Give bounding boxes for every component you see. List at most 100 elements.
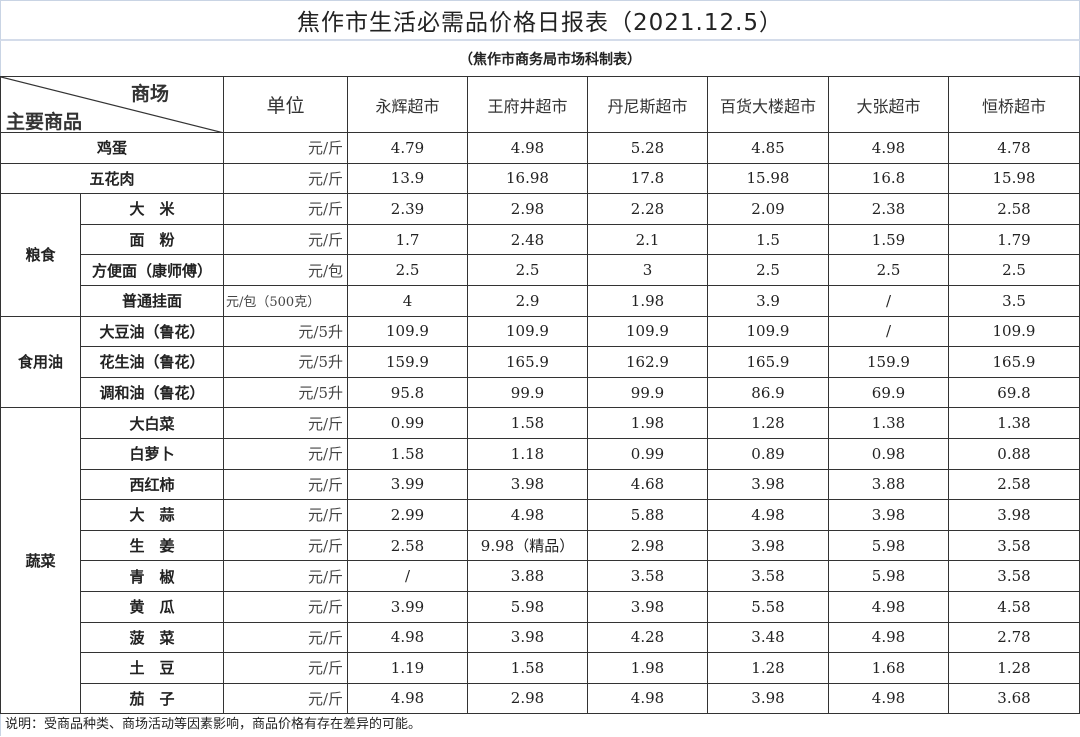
store-header: 永辉超市	[347, 76, 468, 133]
unit-cell: 元/斤	[223, 162, 348, 195]
unit-cell: 元/斤	[223, 621, 348, 654]
table-row: 方便面（康师傅） 元/包 2.5 2.5 3 2.5 2.5 2.5	[1, 254, 1080, 286]
item-name: 面 粉	[80, 223, 224, 256]
price-cell: 15.98	[707, 162, 829, 195]
diagonal-header-cell: 商场 主要商品	[0, 76, 224, 133]
price-cell: 4.58	[948, 590, 1080, 623]
price-cell: 109.9	[587, 315, 708, 348]
price-cell: 2.5	[948, 254, 1080, 286]
price-cell: 2.58	[948, 193, 1080, 225]
price-cell: 3.98	[828, 499, 949, 531]
price-cell: 86.9	[707, 376, 829, 409]
price-cell: 4.98	[828, 132, 949, 164]
price-cell: 4.98	[347, 682, 468, 715]
price-cell: 3.5	[948, 284, 1080, 317]
table-row: 粮食大 米元/斤 2.39 2.98 2.28 2.09 2.38 2.58	[0, 193, 1080, 317]
unit-cell: 元/斤	[223, 437, 348, 470]
unit-cell: 元/斤	[223, 407, 348, 439]
item-name: 菠 菜	[80, 621, 224, 654]
category-cell: 蔬菜	[0, 407, 81, 715]
price-cell: 69.8	[948, 376, 1080, 409]
price-cell: 5.28	[587, 132, 708, 164]
price-cell: 3.98	[948, 499, 1080, 531]
price-cell: 99.9	[467, 376, 588, 409]
price-cell: 3.88	[467, 560, 588, 592]
price-cell: 2.99	[347, 499, 468, 531]
table-row: 调和油（鲁花） 元/5升 95.8 99.9 99.9 86.9 69.9 69.8	[1, 376, 1080, 409]
price-cell: 162.9	[587, 346, 708, 378]
price-cell: 1.28	[948, 652, 1080, 684]
item-name: 五花肉	[0, 162, 224, 195]
unit-cell: 元/斤	[223, 132, 348, 164]
item-name: 青 椒	[80, 560, 224, 592]
price-cell: 3.68	[948, 682, 1080, 715]
price-cell: 1.58	[467, 407, 588, 439]
item-name: 黄 瓜	[80, 590, 224, 623]
price-cell: 9.98（精品）	[467, 529, 588, 562]
price-cell: 95.8	[347, 376, 468, 409]
price-cell: 2.98	[467, 682, 588, 715]
price-cell: 4.78	[948, 132, 1080, 164]
unit-cell: 元/斤	[223, 499, 348, 531]
footnote: 说明：受商品种类、商场活动等因素影响，商品价格有存在差异的可能。	[0, 714, 1080, 737]
price-cell: 1.98	[587, 407, 708, 439]
price-cell: 2.98	[467, 193, 588, 225]
price-cell: 2.39	[347, 193, 468, 225]
store-header: 王府井超市	[467, 76, 588, 133]
price-cell: 1.59	[828, 223, 949, 256]
price-cell: 4.85	[707, 132, 829, 164]
price-cell: 2.5	[828, 254, 949, 286]
price-cell: /	[828, 315, 949, 348]
price-cell: 4.98	[828, 621, 949, 654]
price-cell: 5.98	[467, 590, 588, 623]
price-cell: 17.8	[587, 162, 708, 195]
price-cell: 4	[347, 284, 468, 317]
price-cell: 159.9	[828, 346, 949, 378]
price-cell: 2.78	[948, 621, 1080, 654]
price-cell: 1.68	[828, 652, 949, 684]
price-cell: 1.58	[467, 652, 588, 684]
table-row: 白萝卜 元/斤 1.58 1.18 0.99 0.89 0.98 0.88	[1, 437, 1080, 470]
price-cell: 2.5	[707, 254, 829, 286]
price-cell: 5.88	[587, 499, 708, 531]
price-cell: 3.98	[707, 468, 829, 501]
price-cell: 3.9	[707, 284, 829, 317]
price-cell: 1.28	[707, 652, 829, 684]
diagonal-line	[1, 77, 221, 132]
price-cell: 4.98	[707, 499, 829, 531]
table-row: 五花肉 元/斤 13.9 16.98 17.8 15.98 16.8 15.98	[0, 162, 1080, 195]
category-cell: 粮食	[0, 193, 81, 317]
price-cell: 1.98	[587, 284, 708, 317]
price-cell: 5.98	[828, 529, 949, 562]
store-header: 百货大楼超市	[707, 76, 829, 133]
item-name: 花生油（鲁花）	[80, 346, 224, 378]
table-row: 食用油 大豆油（鲁花） 元/5升 109.9 109.9 109.9 109.9/109.9	[0, 315, 1080, 409]
price-cell: 2.1	[587, 223, 708, 256]
price-cell: 165.9	[707, 346, 829, 378]
price-cell: 1.7	[347, 223, 468, 256]
price-cell: 0.88	[948, 437, 1080, 470]
price-cell: 2.58	[347, 529, 468, 562]
price-cell: 3.58	[707, 560, 829, 592]
unit-cell: 元/5升	[223, 376, 348, 409]
price-cell: 4.98	[587, 682, 708, 715]
price-cell: 1.38	[948, 407, 1080, 439]
item-name: 生 姜	[80, 529, 224, 562]
price-cell: 1.19	[347, 652, 468, 684]
price-cell: 3.58	[948, 529, 1080, 562]
price-cell: 109.9	[467, 315, 588, 348]
price-cell: 3	[587, 254, 708, 286]
item-name: 西红柿	[80, 468, 224, 501]
price-cell: 2.98	[587, 529, 708, 562]
price-cell: 0.99	[587, 437, 708, 470]
price-cell: 109.9	[707, 315, 829, 348]
store-header: 恒桥超市	[948, 76, 1080, 133]
table-row: 黄 瓜元/斤 3.99 5.98 3.98 5.58 4.98 4.58	[1, 590, 1080, 623]
price-cell: 2.28	[587, 193, 708, 225]
price-cell: 0.99	[347, 407, 468, 439]
price-cell: 3.98	[467, 621, 588, 654]
item-name: 茄 子	[80, 682, 224, 715]
price-cell: 1.18	[467, 437, 588, 470]
price-cell: 1.79	[948, 223, 1080, 256]
unit-header: 单位	[223, 76, 348, 133]
